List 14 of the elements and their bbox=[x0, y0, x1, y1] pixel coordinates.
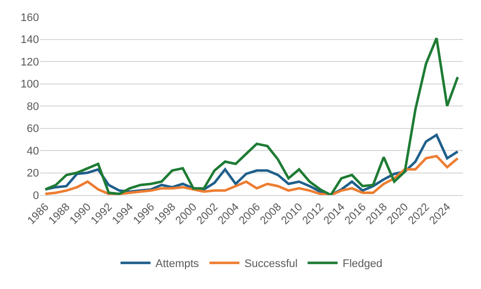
y-tick-label: 40 bbox=[26, 145, 39, 158]
legend-label: Attempts bbox=[156, 258, 200, 270]
y-tick-label: 140 bbox=[20, 34, 39, 46]
y-tick-label: 20 bbox=[26, 168, 39, 180]
y-tick-label: 120 bbox=[20, 56, 39, 68]
legend-label: Successful bbox=[244, 258, 298, 270]
y-tick-label: 0 bbox=[32, 190, 39, 202]
legend-label: Fledged bbox=[342, 258, 382, 270]
line-series bbox=[44, 36, 459, 195]
y-tick-label: 160 bbox=[20, 12, 39, 24]
y-tick-label: 80 bbox=[26, 100, 39, 113]
line-series bbox=[44, 154, 459, 195]
y-tick-label: 100 bbox=[20, 78, 39, 91]
y-tick-label: 60 bbox=[26, 123, 39, 136]
